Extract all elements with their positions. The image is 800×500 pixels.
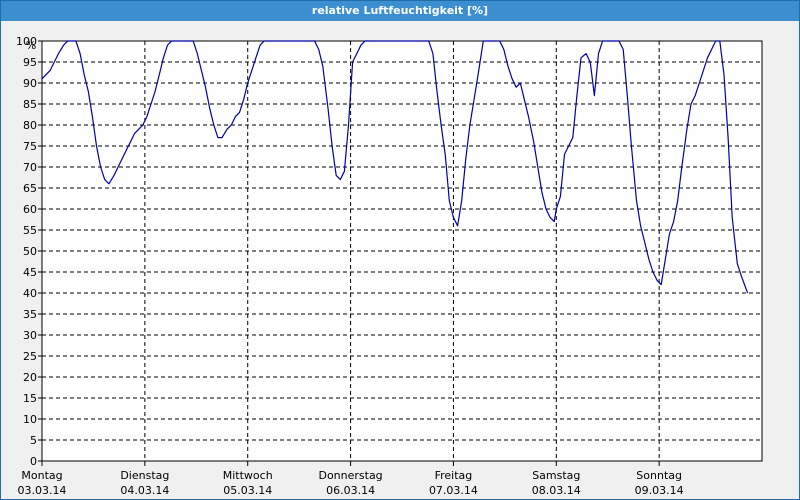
x-tick-day-label: Donnerstag	[318, 469, 382, 482]
x-tick-date-label: 07.03.14	[429, 484, 478, 497]
y-tick-label: 35	[23, 308, 37, 321]
y-tick-label: 90	[23, 77, 37, 90]
y-axis-unit: %	[26, 39, 36, 52]
y-tick-label: 0	[30, 455, 37, 468]
y-tick-label: 100	[16, 35, 37, 48]
x-tick-date-label: 04.03.14	[120, 484, 169, 497]
y-tick-label: 45	[23, 266, 37, 279]
y-tick-label: 15	[23, 392, 37, 405]
series-line	[41, 40, 749, 294]
x-tick-day-label: Dienstag	[120, 469, 169, 482]
y-tick-label: 75	[23, 140, 37, 153]
y-tick-label: 55	[23, 224, 37, 237]
y-tick-label: 25	[23, 350, 37, 363]
x-tick-day-label: Samstag	[532, 469, 580, 482]
x-tick-date-label: 03.03.14	[18, 484, 67, 497]
y-tick-label: 30	[23, 329, 37, 342]
x-tick-date-label: 08.03.14	[532, 484, 581, 497]
x-tick-day-label: Mittwoch	[223, 469, 273, 482]
y-tick-label: 65	[23, 182, 37, 195]
y-tick-label: 95	[23, 56, 37, 69]
y-tick-label: 10	[23, 413, 37, 426]
x-tick-day-label: Freitag	[435, 469, 473, 482]
y-tick-label: 80	[23, 119, 37, 132]
x-tick-date-label: 06.03.14	[326, 484, 375, 497]
y-tick-label: 50	[23, 245, 37, 258]
y-tick-label: 70	[23, 161, 37, 174]
x-tick-day-label: Sonntag	[636, 469, 682, 482]
x-tick-date-label: 09.03.14	[635, 484, 684, 497]
x-tick-day-label: Montag	[21, 469, 62, 482]
y-tick-label: 5	[30, 434, 37, 447]
chart-title: relative Luftfeuchtigkeit [%]	[1, 1, 799, 21]
y-tick-label: 40	[23, 287, 37, 300]
x-tick-date-label: 05.03.14	[223, 484, 272, 497]
y-tick-label: 85	[23, 98, 37, 111]
y-tick-label: 20	[23, 371, 37, 384]
y-tick-label: 60	[23, 203, 37, 216]
